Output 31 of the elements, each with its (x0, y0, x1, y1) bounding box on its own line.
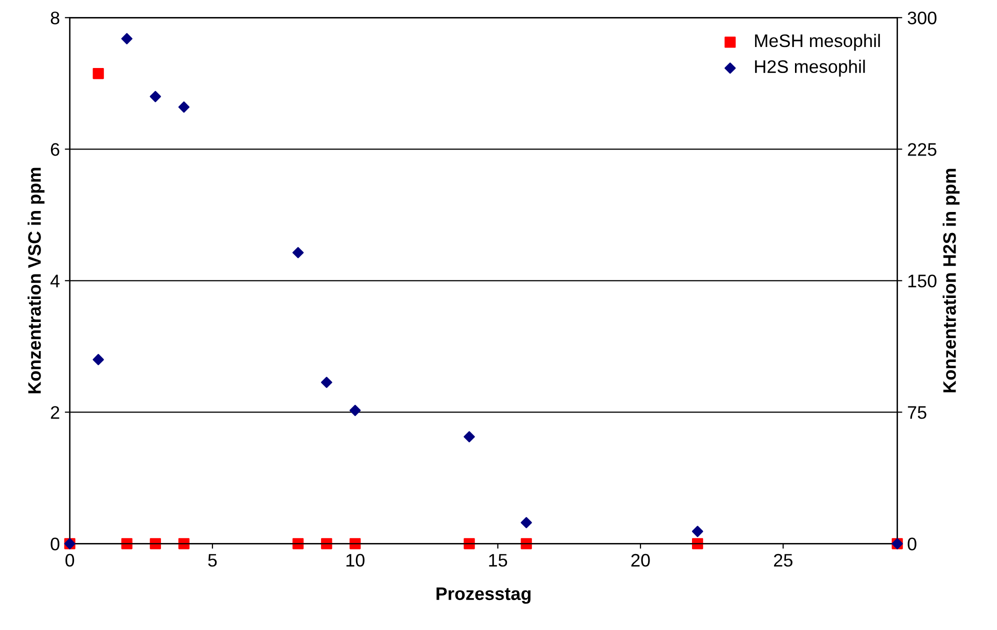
y-tick-label: 0 (50, 538, 60, 550)
y2-tick-label: 150 (908, 274, 936, 288)
y2-tick-label: 75 (908, 406, 926, 419)
point (150, 90, 161, 102)
point (121, 33, 132, 44)
x-tick-label: 10 (346, 554, 364, 567)
point (92, 354, 104, 366)
point (292, 247, 304, 258)
x-tick-label: 20 (631, 554, 650, 567)
y2-tick-label: 0 (908, 538, 916, 550)
point (520, 517, 532, 528)
point (464, 431, 475, 442)
y-axis-title: Konzentration VSC in ppm (28, 168, 44, 394)
legend-label: MeSH mesophil (755, 34, 880, 51)
point (178, 101, 190, 113)
y-tick-label: 6 (50, 143, 60, 156)
y2-tick-label: 225 (908, 143, 936, 156)
y-tick-label: 8 (50, 12, 60, 24)
x-tick-label: 5 (208, 554, 217, 567)
y2-axis-title: Konzentration H2S in ppm (942, 168, 960, 392)
point (320, 376, 332, 388)
x-axis-title: Prozesstag (436, 587, 531, 604)
point (692, 526, 704, 538)
y-tick-label: 2 (50, 406, 60, 419)
legend-label: H2S mesophil (755, 60, 865, 77)
y2-tick-label: 300 (908, 12, 936, 24)
x-tick-label: 0 (65, 554, 74, 567)
x-tick-label: 15 (489, 554, 508, 567)
x-tick-label: 25 (774, 554, 792, 567)
point (350, 404, 361, 416)
y-tick-label: 4 (50, 274, 60, 288)
